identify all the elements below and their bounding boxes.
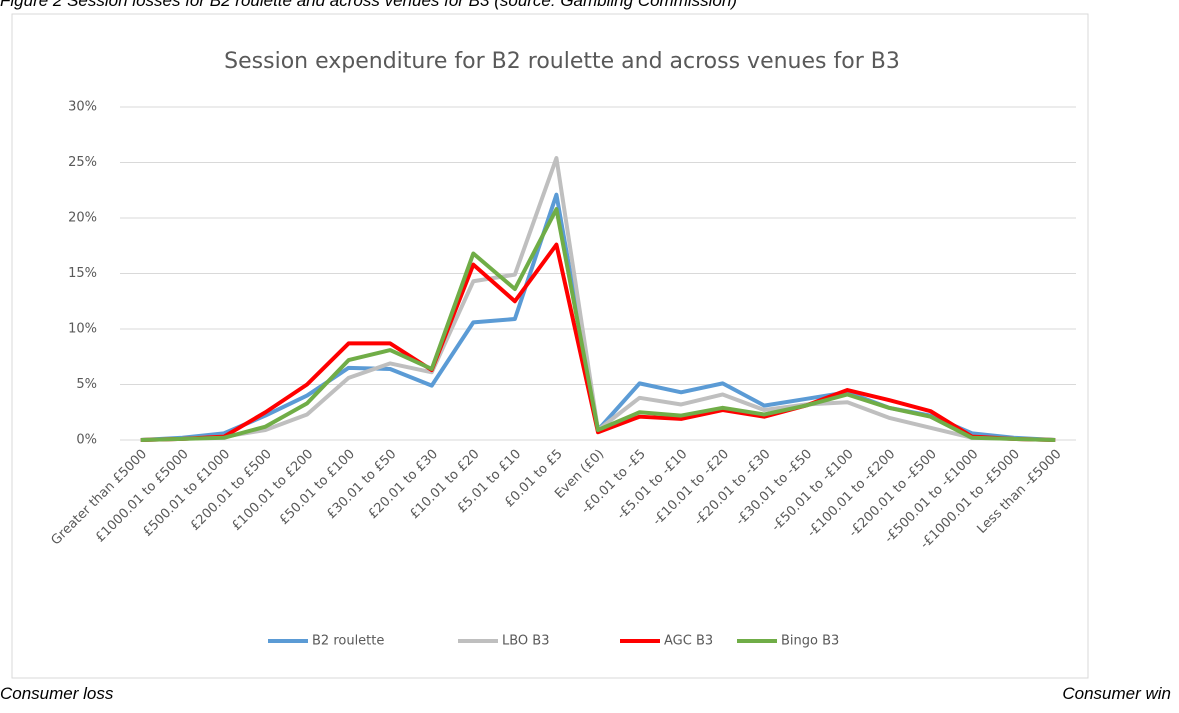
legend-label: LBO B3 xyxy=(502,634,550,649)
legend-label: Bingo B3 xyxy=(781,634,839,649)
series-line xyxy=(140,207,1056,442)
y-tick-label: 20% xyxy=(68,211,97,226)
chart-frame xyxy=(11,13,1089,679)
footer-left: Consumer loss xyxy=(0,684,114,703)
y-tick-label: 15% xyxy=(68,266,97,281)
legend-label: AGC B3 xyxy=(664,634,713,649)
y-tick-label: 5% xyxy=(76,377,97,392)
caption: Figure 2 Session losses for B2 roulette … xyxy=(0,0,737,10)
chart-title: Session expenditure for B2 roulette and … xyxy=(224,49,900,74)
footer-right: Consumer win xyxy=(1062,684,1171,703)
y-tick-label: 30% xyxy=(68,100,97,115)
series-line xyxy=(140,242,1056,442)
y-tick-label: 10% xyxy=(68,322,97,337)
y-tick-label: 25% xyxy=(68,155,97,170)
legend-label: B2 roulette xyxy=(312,634,384,649)
y-tick-label: 0% xyxy=(76,433,97,448)
